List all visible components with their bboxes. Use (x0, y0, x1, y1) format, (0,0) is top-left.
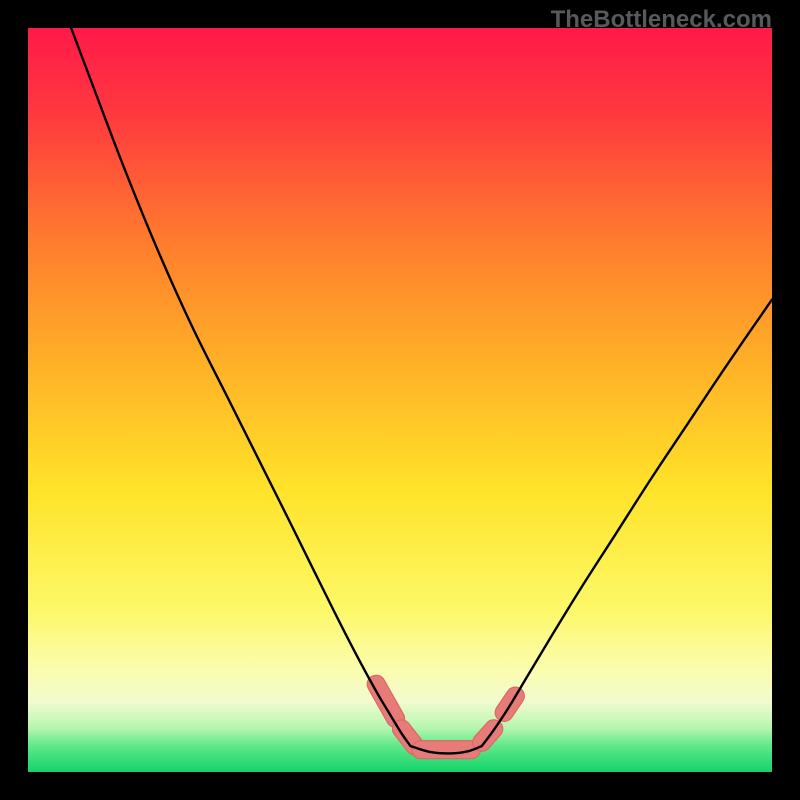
curve-right (482, 300, 772, 746)
plot-area (28, 28, 772, 772)
curve-left (71, 28, 410, 746)
watermark-text: TheBottleneck.com (551, 6, 772, 34)
chart-curves (28, 28, 772, 772)
